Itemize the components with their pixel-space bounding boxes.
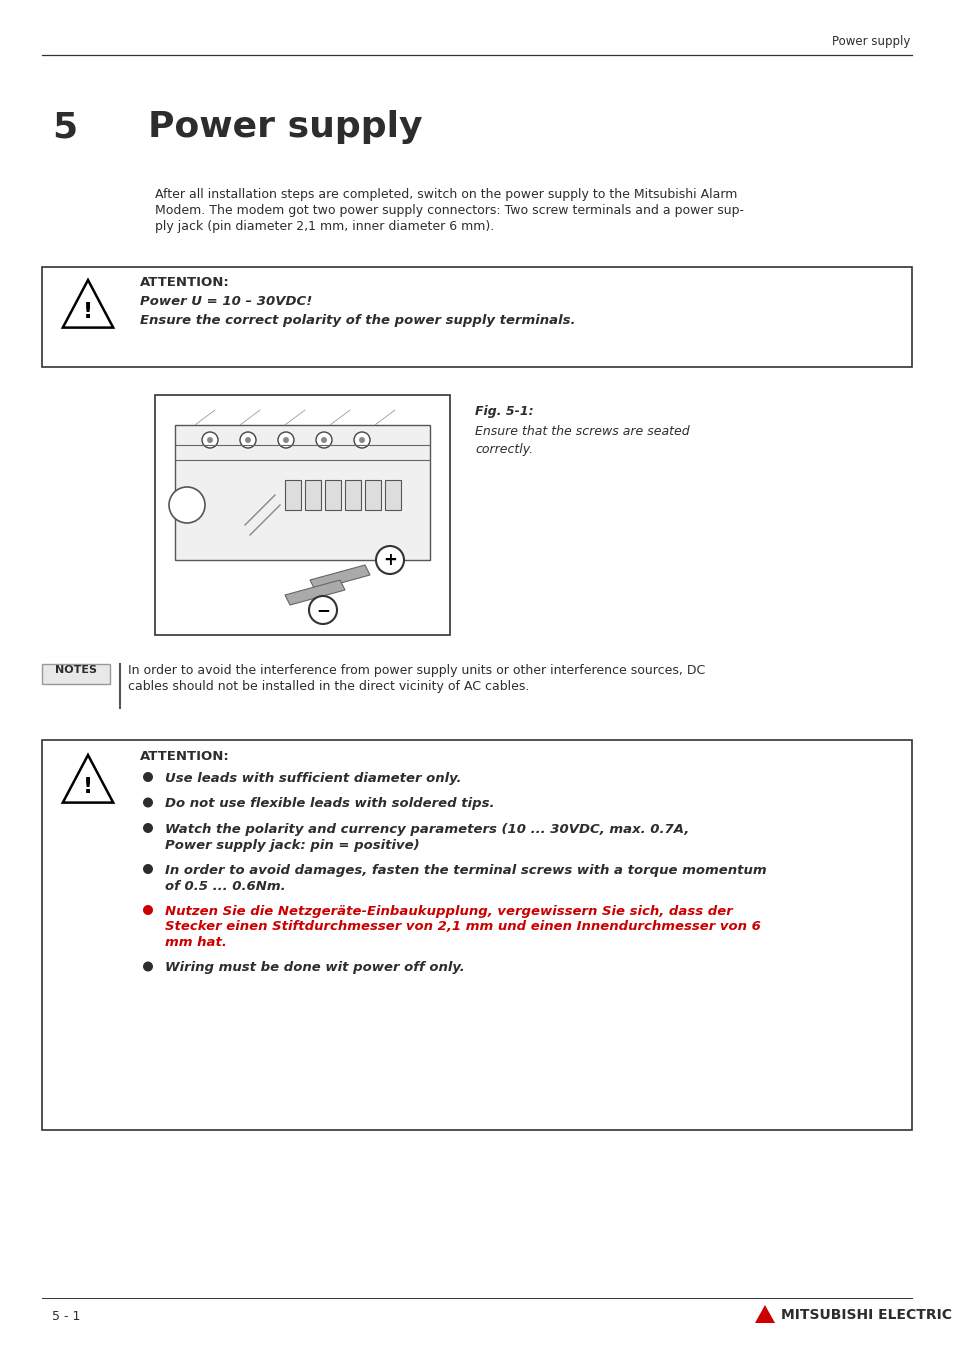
Text: Power U = 10 – 30VDC!: Power U = 10 – 30VDC! bbox=[140, 295, 312, 308]
Text: Modem. The modem got two power supply connectors: Two screw terminals and a powe: Modem. The modem got two power supply co… bbox=[154, 204, 743, 218]
Text: MITSUBISHI ELECTRIC: MITSUBISHI ELECTRIC bbox=[781, 1308, 951, 1323]
Circle shape bbox=[143, 771, 152, 782]
Text: Use leads with sufficient diameter only.: Use leads with sufficient diameter only. bbox=[165, 771, 461, 785]
Circle shape bbox=[207, 436, 213, 443]
Circle shape bbox=[143, 823, 152, 834]
Text: mm hat.: mm hat. bbox=[165, 936, 227, 948]
Circle shape bbox=[202, 432, 218, 449]
Circle shape bbox=[320, 436, 327, 443]
Text: In order to avoid the interference from power supply units or other interference: In order to avoid the interference from … bbox=[128, 663, 704, 677]
Text: Power supply: Power supply bbox=[148, 109, 422, 145]
Text: cables should not be installed in the direct vicinity of AC cables.: cables should not be installed in the di… bbox=[128, 680, 529, 693]
Text: Wiring must be done wit power off only.: Wiring must be done wit power off only. bbox=[165, 962, 464, 974]
Circle shape bbox=[245, 436, 251, 443]
Text: In order to avoid damages, fasten the terminal screws with a torque momentum: In order to avoid damages, fasten the te… bbox=[165, 865, 766, 877]
Text: Do not use flexible leads with soldered tips.: Do not use flexible leads with soldered … bbox=[165, 797, 494, 811]
Circle shape bbox=[375, 546, 403, 574]
Text: Watch the polarity and currency parameters (10 ... 30VDC, max. 0.7A,: Watch the polarity and currency paramete… bbox=[165, 823, 688, 836]
Circle shape bbox=[240, 432, 255, 449]
Text: Ensure the correct polarity of the power supply terminals.: Ensure the correct polarity of the power… bbox=[140, 313, 575, 327]
Circle shape bbox=[315, 432, 332, 449]
FancyBboxPatch shape bbox=[385, 480, 400, 509]
Text: Nutzen Sie die Netzgeräte-Einbaukupplung, vergewissern Sie sich, dass der: Nutzen Sie die Netzgeräte-Einbaukupplung… bbox=[165, 905, 732, 917]
Text: !: ! bbox=[83, 777, 93, 797]
Circle shape bbox=[143, 905, 152, 915]
Text: After all installation steps are completed, switch on the power supply to the Mi: After all installation steps are complet… bbox=[154, 188, 737, 201]
Text: +: + bbox=[383, 551, 396, 569]
Polygon shape bbox=[63, 755, 113, 802]
Polygon shape bbox=[63, 280, 113, 327]
Text: 5 - 1: 5 - 1 bbox=[52, 1310, 80, 1323]
FancyBboxPatch shape bbox=[154, 394, 450, 635]
Circle shape bbox=[283, 436, 289, 443]
Text: of 0.5 ... 0.6Nm.: of 0.5 ... 0.6Nm. bbox=[165, 880, 285, 893]
Polygon shape bbox=[754, 1305, 774, 1323]
Polygon shape bbox=[285, 580, 345, 605]
Text: Power supply: Power supply bbox=[831, 35, 909, 49]
FancyBboxPatch shape bbox=[285, 480, 301, 509]
Circle shape bbox=[143, 962, 152, 971]
Text: ATTENTION:: ATTENTION: bbox=[140, 276, 230, 289]
FancyBboxPatch shape bbox=[345, 480, 360, 509]
Text: −: − bbox=[315, 601, 330, 619]
Text: NOTES: NOTES bbox=[55, 665, 97, 676]
Text: 5: 5 bbox=[52, 109, 77, 145]
Circle shape bbox=[143, 797, 152, 808]
FancyBboxPatch shape bbox=[42, 267, 911, 367]
Text: ATTENTION:: ATTENTION: bbox=[140, 750, 230, 763]
Circle shape bbox=[309, 596, 336, 624]
Circle shape bbox=[354, 432, 370, 449]
Text: Power supply jack: pin = positive): Power supply jack: pin = positive) bbox=[165, 839, 419, 851]
Text: ply jack (pin diameter 2,1 mm, inner diameter 6 mm).: ply jack (pin diameter 2,1 mm, inner dia… bbox=[154, 220, 494, 232]
Circle shape bbox=[277, 432, 294, 449]
Text: correctly.: correctly. bbox=[475, 443, 533, 457]
FancyBboxPatch shape bbox=[325, 480, 340, 509]
Text: Fig. 5-1:: Fig. 5-1: bbox=[475, 405, 533, 417]
Polygon shape bbox=[174, 426, 430, 561]
Circle shape bbox=[358, 436, 365, 443]
Text: Stecker einen Stiftdurchmesser von 2,1 mm und einen Innendurchmesser von 6: Stecker einen Stiftdurchmesser von 2,1 m… bbox=[165, 920, 760, 934]
FancyBboxPatch shape bbox=[305, 480, 320, 509]
Circle shape bbox=[169, 486, 205, 523]
Text: Ensure that the screws are seated: Ensure that the screws are seated bbox=[475, 426, 689, 438]
Circle shape bbox=[143, 865, 152, 874]
Polygon shape bbox=[310, 565, 370, 590]
Text: !: ! bbox=[83, 303, 93, 322]
FancyBboxPatch shape bbox=[42, 740, 911, 1129]
FancyBboxPatch shape bbox=[365, 480, 380, 509]
FancyBboxPatch shape bbox=[42, 663, 110, 684]
